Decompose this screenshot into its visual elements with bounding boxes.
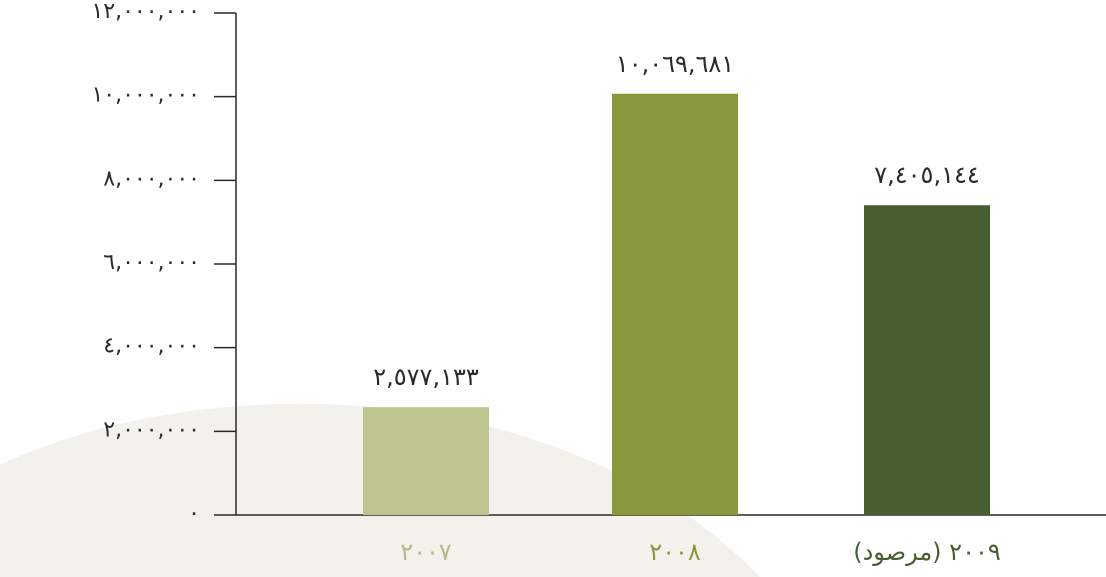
bar bbox=[363, 407, 489, 515]
bar bbox=[612, 93, 738, 515]
chart-bars bbox=[363, 93, 990, 515]
bar-value-label: ٧,٤٠٥,١٤٤ bbox=[874, 161, 980, 189]
y-tick-label: ٦,٠٠٠,٠٠٠ bbox=[103, 250, 200, 275]
y-tick-label: ٠ bbox=[188, 501, 200, 526]
y-tick-label: ٢,٠٠٠,٠٠٠ bbox=[103, 417, 200, 442]
bar-value-label: ٢,٥٧٧,١٣٣ bbox=[373, 363, 479, 391]
chart-axes: ٠ ٢,٠٠٠,٠٠٠ ٤,٠٠٠,٠٠٠ ٦,٠٠٠,٠٠٠ ٨,٠٠٠,٠٠٠ ١٠,… bbox=[91, 0, 1106, 526]
y-tick-label: ٤,٠٠٠,٠٠٠ bbox=[103, 334, 200, 359]
y-tick-label: ١٠,٠٠٠,٠٠٠ bbox=[91, 83, 200, 108]
x-category-label: ٢٠٠٨ bbox=[649, 538, 701, 566]
bar-value-label: ١٠,٠٦٩,٦٨١ bbox=[616, 50, 734, 78]
x-category-label: ٢٠٠٩ (مرصود) bbox=[853, 538, 1000, 566]
y-tick-label: ١٢,٠٠٠,٠٠٠ bbox=[91, 0, 200, 24]
bar bbox=[864, 205, 990, 515]
y-tick-label: ٨,٠٠٠,٠٠٠ bbox=[103, 166, 200, 191]
chart-labels: ٢,٥٧٧,١٣٣ ٢٠٠٧ ١٠,٠٦٩,٦٨١ ٢٠٠٨ ٧,٤٠٥,١٤٤ ٢٠٠٩… bbox=[373, 50, 1000, 566]
x-category-label: ٢٠٠٧ bbox=[400, 538, 452, 566]
